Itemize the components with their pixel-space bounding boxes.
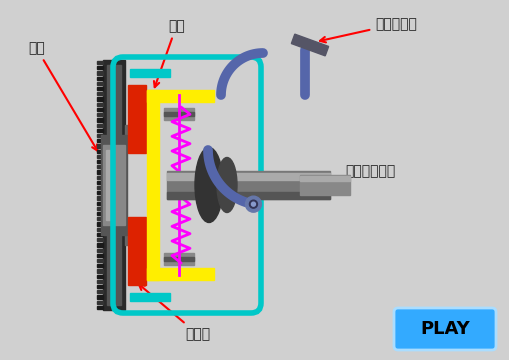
Bar [97, 129, 103, 132]
Circle shape [251, 202, 255, 206]
Bar [147, 268, 214, 280]
Text: PLAY: PLAY [419, 320, 469, 338]
Bar [97, 176, 103, 179]
FancyBboxPatch shape [393, 308, 495, 350]
Bar [97, 202, 103, 205]
Bar [299, 176, 349, 181]
Text: 離合器踏板: 離合器踏板 [319, 17, 416, 42]
Bar [299, 175, 349, 195]
Bar [97, 82, 103, 85]
Bar [97, 238, 103, 241]
Bar [97, 92, 103, 95]
Bar [97, 98, 103, 101]
Bar [97, 243, 103, 247]
Bar [147, 90, 214, 102]
Bar [97, 207, 103, 210]
Text: 飛輪: 飛輪 [28, 41, 97, 150]
Bar [97, 77, 103, 80]
Bar [164, 108, 193, 120]
Bar [97, 280, 103, 283]
Bar [97, 165, 103, 168]
Bar [97, 149, 103, 153]
Bar [164, 257, 193, 261]
Bar [97, 290, 103, 293]
Bar [97, 228, 103, 231]
Bar [97, 144, 103, 148]
Bar [97, 301, 103, 304]
Bar [130, 69, 169, 77]
Bar [147, 90, 159, 280]
Circle shape [245, 196, 261, 212]
Bar [103, 145, 125, 225]
Bar [97, 191, 103, 194]
Bar [97, 275, 103, 278]
Ellipse shape [194, 148, 222, 222]
Bar [97, 264, 103, 267]
Bar [97, 222, 103, 226]
Bar [125, 125, 135, 140]
Bar [97, 217, 103, 220]
Bar [97, 259, 103, 262]
Bar [97, 113, 103, 116]
Bar [125, 230, 135, 245]
Bar [128, 217, 146, 285]
Bar [97, 285, 103, 288]
Bar [97, 71, 103, 75]
Polygon shape [291, 34, 328, 56]
Bar [130, 293, 169, 301]
Bar [128, 85, 146, 153]
Bar [107, 65, 121, 305]
Bar [97, 118, 103, 122]
Bar [97, 170, 103, 174]
Bar [97, 103, 103, 106]
Bar [97, 108, 103, 111]
Bar [101, 135, 127, 235]
Bar [97, 139, 103, 142]
Text: 摩擦盤: 摩擦盤 [138, 284, 210, 341]
Bar [97, 181, 103, 184]
Bar [106, 150, 110, 220]
Bar [97, 269, 103, 273]
Bar [97, 155, 103, 158]
Bar [164, 112, 193, 116]
Bar [103, 60, 125, 310]
Ellipse shape [216, 158, 237, 212]
Bar [97, 160, 103, 163]
Bar [97, 87, 103, 90]
Bar [97, 197, 103, 200]
Bar [166, 173, 329, 180]
Bar [164, 253, 193, 265]
Bar [97, 61, 103, 64]
Bar [97, 248, 103, 252]
Bar [166, 171, 329, 199]
Text: 壓板: 壓板 [154, 19, 184, 87]
Bar [166, 192, 329, 199]
Bar [97, 134, 103, 137]
Text: 變速箱輸入軸: 變速箱輸入軸 [315, 164, 394, 187]
Bar [97, 123, 103, 127]
Bar [97, 254, 103, 257]
Circle shape [249, 200, 257, 208]
Bar [97, 295, 103, 298]
Bar [97, 306, 103, 309]
Bar [97, 233, 103, 236]
Bar [97, 66, 103, 69]
Bar [97, 212, 103, 215]
Bar [97, 186, 103, 189]
